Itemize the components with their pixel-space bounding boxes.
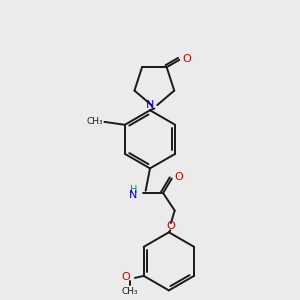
Text: O: O — [183, 54, 191, 64]
Text: CH₃: CH₃ — [122, 287, 138, 296]
Text: O: O — [174, 172, 183, 182]
Text: N: N — [146, 100, 154, 110]
Text: H: H — [130, 185, 137, 195]
Text: O: O — [121, 272, 130, 282]
Text: CH₃: CH₃ — [86, 117, 103, 126]
Text: O: O — [166, 221, 175, 231]
Text: N: N — [129, 190, 137, 200]
